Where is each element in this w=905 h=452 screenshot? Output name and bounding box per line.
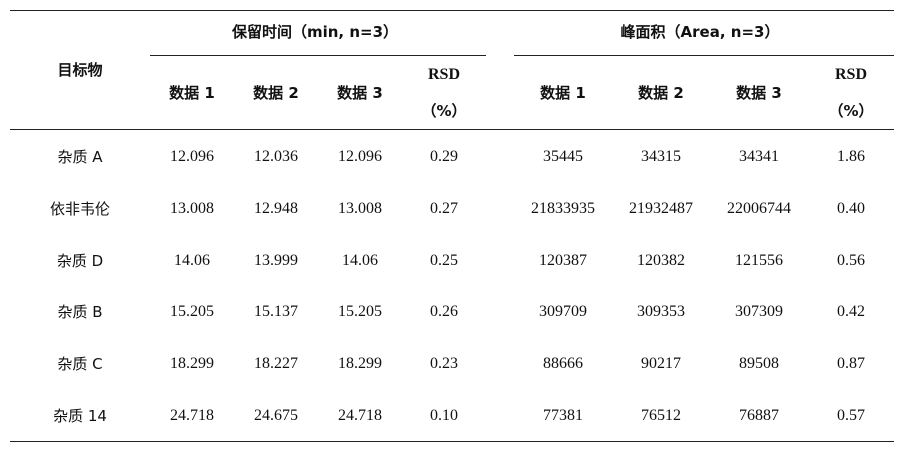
rt-rsd: 0.10 <box>430 407 458 424</box>
target-header: 目标物 <box>57 61 103 79</box>
header-bottom-rule <box>10 129 894 130</box>
area-data2: 90217 <box>641 355 681 372</box>
row-name: 杂质 C <box>57 355 103 373</box>
area-data2: 21932487 <box>629 200 693 217</box>
retention-group-rule <box>150 55 486 56</box>
rt-data3: 12.096 <box>338 148 382 165</box>
area-data1: 35445 <box>543 148 583 165</box>
rt-data1: 14.06 <box>174 252 210 269</box>
row-name: 杂质 D <box>56 252 104 270</box>
area-data2: 34315 <box>641 148 681 165</box>
peak-area-group-header: 峰面积（Area, n=3） <box>620 23 780 41</box>
area-data3: 34341 <box>739 148 779 165</box>
row-name: 杂质 B <box>57 303 103 321</box>
rt-data2: 13.999 <box>254 252 298 269</box>
area-data1: 21833935 <box>531 200 595 217</box>
area-data3: 307309 <box>735 303 783 320</box>
rt-data2: 24.675 <box>254 407 298 424</box>
row-name: 依非韦伦 <box>49 200 111 218</box>
top-rule <box>10 10 894 11</box>
rt-rsd: 0.26 <box>430 303 458 320</box>
row-name: 杂质 A <box>57 148 103 166</box>
area-data3: 76887 <box>739 407 779 424</box>
area-rsd: 1.86 <box>837 148 865 165</box>
area-rsd: 0.42 <box>837 303 865 320</box>
area-data2: 120382 <box>637 252 685 269</box>
rt-data2: 18.227 <box>254 355 298 372</box>
area-data1: 88666 <box>543 355 583 372</box>
retention-time-group-header: 保留时间（min, n=3） <box>231 23 399 41</box>
rt-rsd-unit: （%） <box>421 102 467 120</box>
area-group-rule <box>514 55 894 56</box>
area-rsd-header: RSD <box>834 66 868 83</box>
area-data3: 121556 <box>735 252 783 269</box>
bottom-rule <box>10 441 894 442</box>
area-data1: 309709 <box>539 303 587 320</box>
rt-data1: 13.008 <box>170 200 214 217</box>
area-data3-header: 数据 3 <box>736 84 782 102</box>
rt-data2: 15.137 <box>254 303 298 320</box>
rt-data3: 13.008 <box>338 200 382 217</box>
rt-data1-header: 数据 1 <box>169 84 215 102</box>
rt-data1: 15.205 <box>170 303 214 320</box>
rt-rsd: 0.29 <box>430 148 458 165</box>
area-rsd: 0.87 <box>837 355 865 372</box>
rt-rsd-header: RSD <box>427 66 461 83</box>
area-data1: 120387 <box>539 252 587 269</box>
rt-data3: 15.205 <box>338 303 382 320</box>
area-data2-header: 数据 2 <box>638 84 684 102</box>
rt-data2-header: 数据 2 <box>253 84 299 102</box>
rt-data1: 12.096 <box>170 148 214 165</box>
rt-data3: 18.299 <box>338 355 382 372</box>
rt-data3: 24.718 <box>338 407 382 424</box>
area-data3: 22006744 <box>727 200 791 217</box>
area-rsd: 0.56 <box>837 252 865 269</box>
rt-rsd: 0.27 <box>430 200 458 217</box>
area-rsd-unit: （%） <box>828 102 874 120</box>
rt-rsd: 0.25 <box>430 252 458 269</box>
rt-data1: 24.718 <box>170 407 214 424</box>
rt-data2: 12.036 <box>254 148 298 165</box>
area-data1-header: 数据 1 <box>540 84 586 102</box>
row-name: 杂质 14 <box>53 407 107 425</box>
rt-data3: 14.06 <box>342 252 378 269</box>
rt-rsd: 0.23 <box>430 355 458 372</box>
area-rsd: 0.57 <box>837 407 865 424</box>
rt-data1: 18.299 <box>170 355 214 372</box>
rt-data2: 12.948 <box>254 200 298 217</box>
area-data1: 77381 <box>543 407 583 424</box>
area-data3: 89508 <box>739 355 779 372</box>
rt-data3-header: 数据 3 <box>337 84 383 102</box>
area-data2: 309353 <box>637 303 685 320</box>
area-data2: 76512 <box>641 407 681 424</box>
area-rsd: 0.40 <box>837 200 865 217</box>
